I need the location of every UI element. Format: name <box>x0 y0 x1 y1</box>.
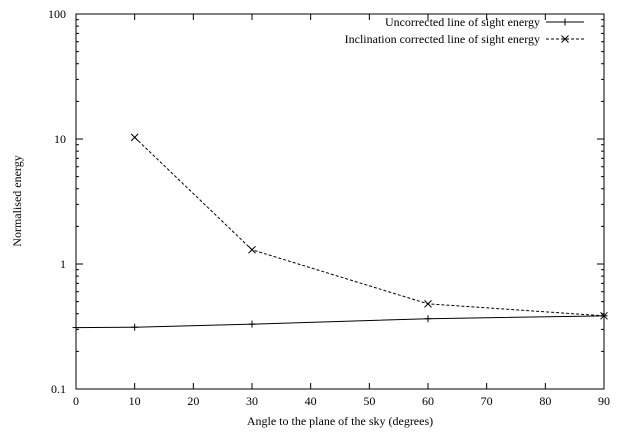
x-tick-label: 80 <box>539 394 551 408</box>
x-tick-label: 30 <box>246 394 258 408</box>
y-tick-label: 10 <box>54 132 66 146</box>
x-tick-label: 90 <box>598 394 610 408</box>
x-tick-label: 20 <box>187 394 199 408</box>
x-tick-label: 0 <box>73 394 79 408</box>
legend-sample-corrected <box>546 35 584 43</box>
legend-marker-1 <box>561 35 569 43</box>
y-tick-label: 0.1 <box>51 382 66 396</box>
x-tick-label: 70 <box>481 394 493 408</box>
y-axis-title: Normalised energy <box>10 155 24 246</box>
legend: Uncorrected line of sight energy Inclina… <box>345 15 584 46</box>
legend-sample-uncorrected <box>546 18 584 26</box>
x-tick-label: 40 <box>305 394 317 408</box>
plot-frame <box>75 13 605 390</box>
series-1-point <box>130 133 139 142</box>
series-1-point <box>248 245 256 254</box>
series-1-point <box>600 311 608 320</box>
x-tick-label: 60 <box>422 394 434 408</box>
x-tick-label: 10 <box>129 394 141 408</box>
axis-ticks: 0 10 20 30 40 50 60 70 80 90 0.1 1 10 100 <box>48 7 610 408</box>
legend-label-corrected: Inclination corrected line of sight ener… <box>345 32 540 46</box>
y-tick-label: 1 <box>60 257 66 271</box>
x-tick-label: 50 <box>363 394 375 408</box>
legend-label-uncorrected: Uncorrected line of sight energy <box>385 15 540 29</box>
series-line-0 <box>75 315 605 329</box>
x-axis-title: Angle to the plane of the sky (degrees) <box>247 414 433 428</box>
series-line-1 <box>134 137 605 317</box>
series-1-point <box>424 299 432 308</box>
series-layer <box>72 133 608 332</box>
y-tick-label: 100 <box>48 7 66 21</box>
